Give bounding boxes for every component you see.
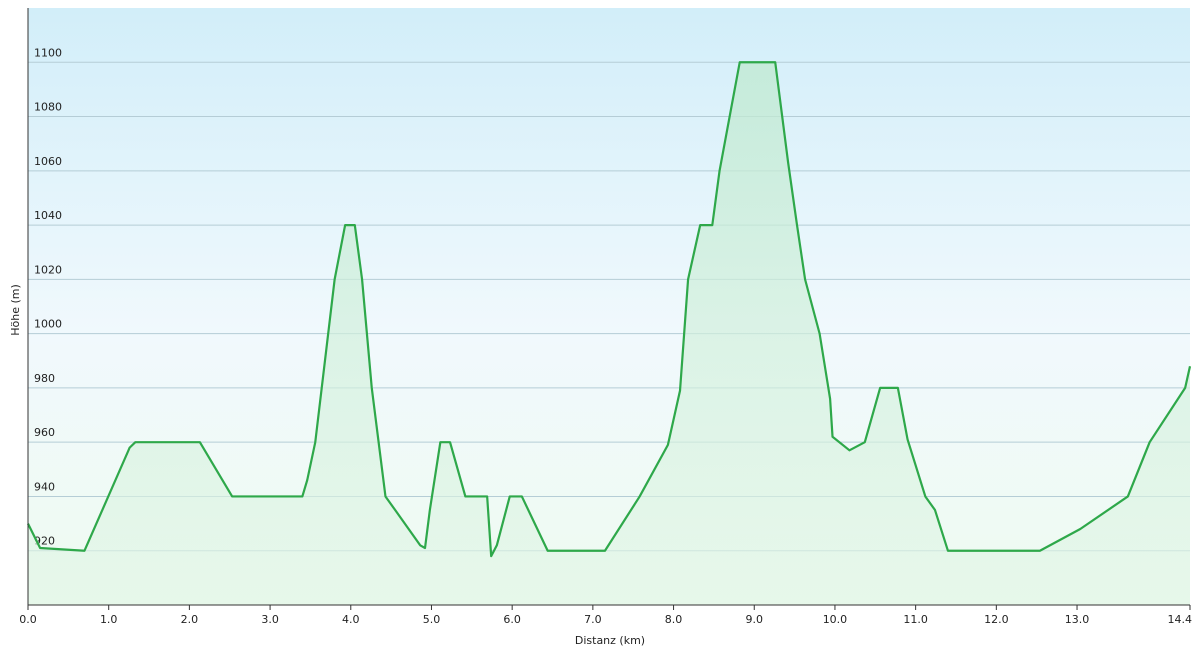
x-tick-label: 5.0 (423, 613, 441, 626)
x-tick-label: 6.0 (503, 613, 521, 626)
y-tick-label: 980 (34, 372, 55, 385)
elevation-line (27, 61, 1192, 558)
x-tick-label: 2.0 (181, 613, 199, 626)
x-tick-label: 11.0 (903, 613, 928, 626)
x-tick-label: 10.0 (823, 613, 848, 626)
y-tick-label: 940 (34, 480, 55, 493)
y-tick-label: 1100 (34, 46, 62, 59)
y-tick-label: 1040 (34, 209, 62, 222)
y-tick-label: 1020 (34, 263, 62, 276)
y-tick-label: 960 (34, 426, 55, 439)
x-axis-label: Distanz (km) (575, 634, 645, 647)
x-tick-label: 7.0 (584, 613, 602, 626)
x-tick-label: 12.0 (984, 613, 1009, 626)
x-tick-label: 1.0 (100, 613, 118, 626)
y-tick-label: 1080 (34, 101, 62, 114)
x-tick-label: 9.0 (746, 613, 764, 626)
x-tick-label: 4.0 (342, 613, 360, 626)
y-axis-label: Höhe (m) (9, 284, 22, 336)
x-tick-label: 0.0 (19, 613, 37, 626)
area-fill (28, 62, 1190, 606)
x-tick-label: 8.0 (665, 613, 683, 626)
x-tick-label: 14.4 (1168, 613, 1193, 626)
x-tick-label: 13.0 (1065, 613, 1090, 626)
x-tick-label: 3.0 (261, 613, 279, 626)
y-tick-label: 1000 (34, 318, 62, 331)
y-tick-label: 1060 (34, 155, 62, 168)
